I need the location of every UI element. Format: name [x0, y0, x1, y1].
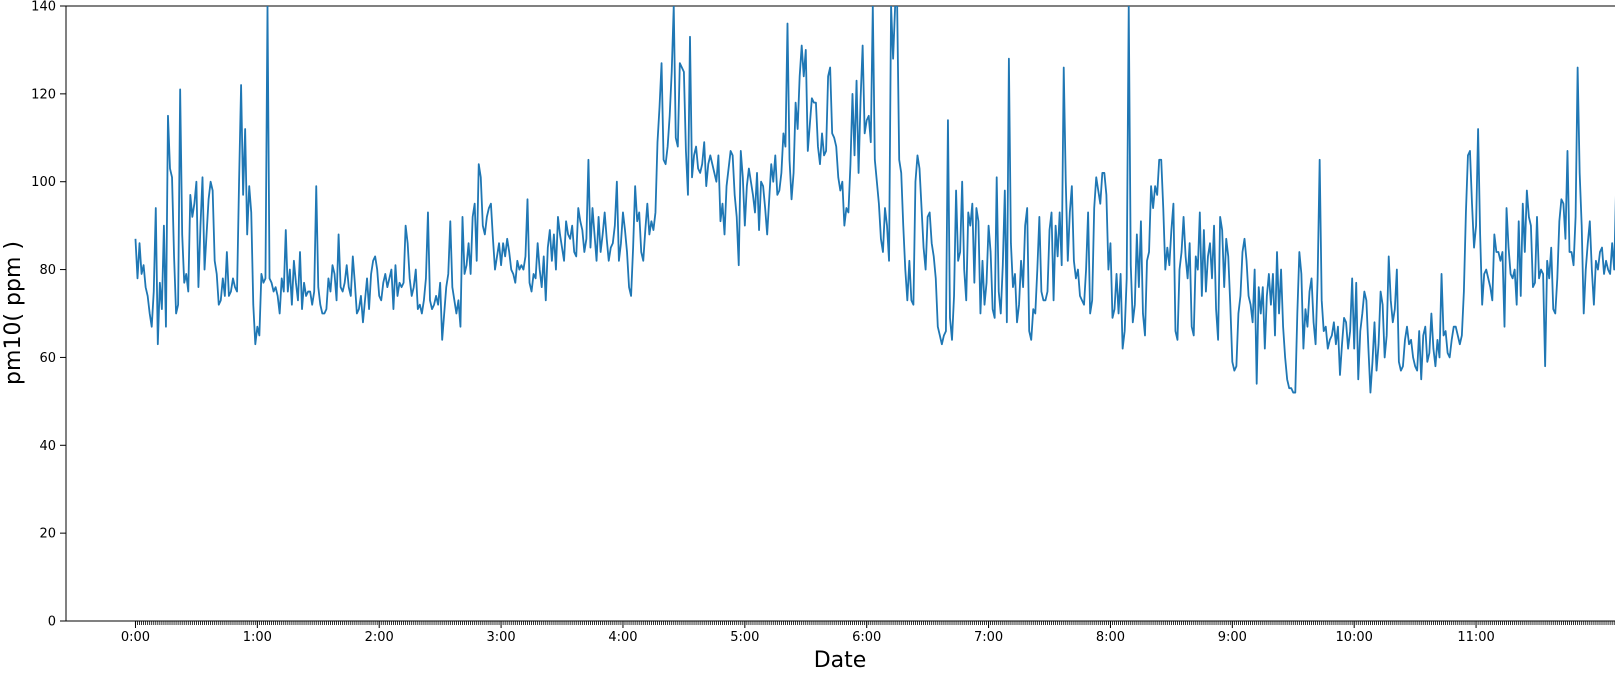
- y-tick-label: 80: [39, 263, 56, 278]
- x-tick-label: 3:00: [486, 630, 515, 645]
- x-tick-label: 8:00: [1096, 630, 1125, 645]
- y-tick-label: 140: [31, 0, 56, 15]
- x-tick-label: 0:00: [121, 630, 150, 645]
- y-tick-label: 120: [31, 87, 56, 102]
- x-minor-ticks: [135, 621, 1615, 625]
- x-tick-label: 7:00: [974, 630, 1003, 645]
- x-tick-label: 9:00: [1218, 630, 1247, 645]
- minor-tick-marks: [135, 621, 1615, 625]
- x-tick-label: 10:00: [1335, 630, 1372, 645]
- x-tick-label: 1:00: [243, 630, 272, 645]
- x-tick-label: 11:00: [1457, 630, 1494, 645]
- y-tick-label: 100: [31, 175, 56, 190]
- y-axis: 0 20 40 60 80 100 120 140: [31, 0, 66, 630]
- y-tick-label: 0: [48, 615, 56, 630]
- x-tick-label: 4:00: [608, 630, 637, 645]
- y-tick-label: 40: [39, 439, 56, 454]
- x-axis-label: Date: [814, 648, 867, 673]
- y-tick-label: 20: [39, 527, 56, 542]
- x-tick-label: 6:00: [852, 630, 881, 645]
- y-axis-label: pm10( ppm ): [1, 241, 26, 385]
- y-tick-label: 60: [39, 351, 56, 366]
- x-tick-label: 2:00: [365, 630, 394, 645]
- x-tick-label: 5:00: [730, 630, 759, 645]
